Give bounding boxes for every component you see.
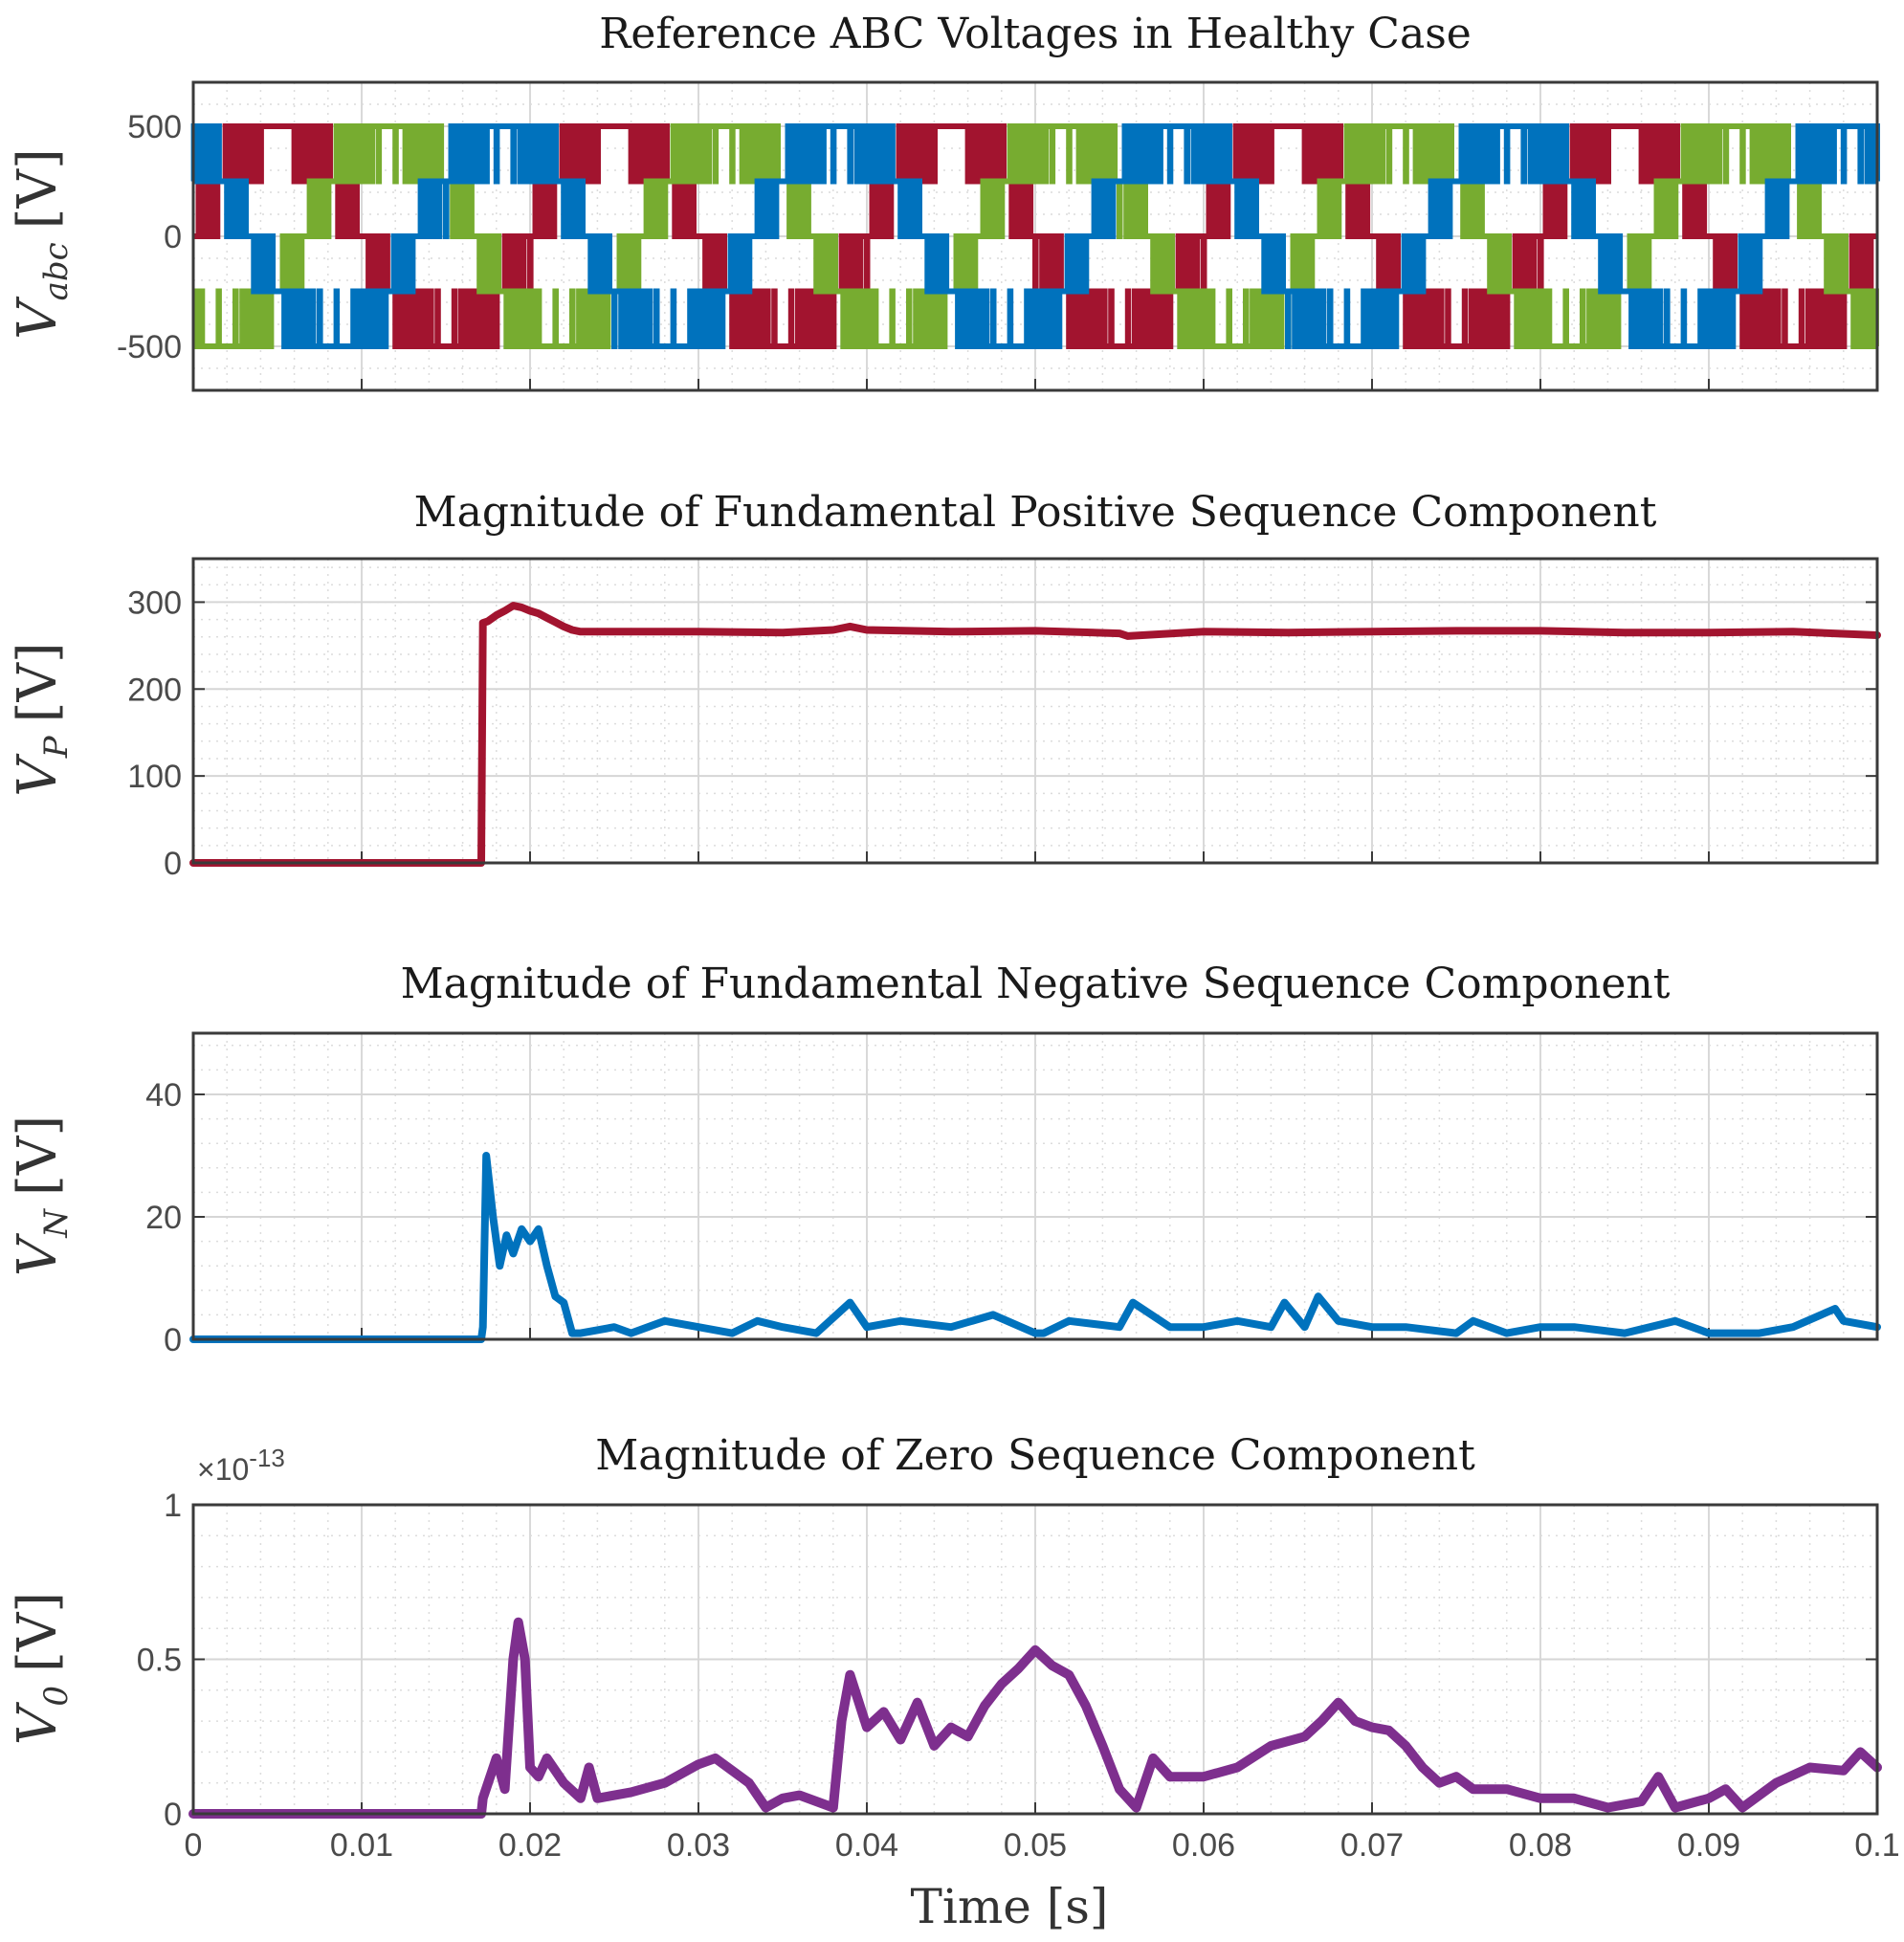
x-tick-label: 0.09: [1677, 1827, 1740, 1864]
y-tick-label: 500: [127, 109, 182, 145]
x-tick-label: 0.1: [1854, 1827, 1899, 1864]
y-tick-labels: 0 100 200 300: [127, 585, 182, 882]
series-layer: [189, 602, 1881, 867]
panel-title: Reference ABC Voltages in Healthy Case: [599, 10, 1472, 58]
panel-title: Magnitude of Fundamental Positive Sequen…: [414, 488, 1657, 537]
y-tick-label: 1: [164, 1488, 182, 1524]
y-tick-labels: 00.51: [137, 1488, 182, 1833]
y-tick-label: 40: [145, 1077, 182, 1114]
y-tick-label: 0: [164, 846, 182, 882]
x-tick-label: 0.04: [835, 1827, 898, 1864]
series-layer: [188, 1617, 1882, 1819]
y-tick-label: 300: [127, 585, 182, 621]
grid: [192, 1033, 1878, 1340]
axes-frame: [191, 557, 1879, 865]
y-tick-label: 0: [164, 1797, 182, 1833]
y-axis-label: VN[V]: [7, 1115, 76, 1276]
panel-abc-voltages: Reference ABC Voltages in Healthy Case -…: [7, 10, 1880, 392]
x-tick-label: 0.05: [1004, 1827, 1067, 1864]
series-layer: [190, 123, 1880, 349]
panel-title: Magnitude of Fundamental Negative Sequen…: [401, 960, 1671, 1008]
y-axis-label: V0[V]: [7, 1592, 76, 1745]
y-tick-labels: -500 0 500: [117, 109, 182, 365]
x-tick-labels: 0 0.01 0.02 0.03 0.04 0.05 0.06 0.07 0.08 0.09 0.1: [185, 1827, 1900, 1864]
x-axis-label: Time [s]: [911, 1879, 1109, 1934]
series-phase-c: [190, 123, 1880, 349]
y-axis-label: Vabc[V]: [7, 148, 76, 340]
axes-frame: [191, 1503, 1879, 1816]
series-v-n: [189, 1152, 1881, 1343]
y-axis-label: VP[V]: [7, 642, 76, 796]
panel-zero-sequence: Magnitude of Zero Sequence Component ×10…: [7, 1431, 1900, 1864]
x-tick-label: 0.07: [1340, 1827, 1404, 1864]
panel-title: Magnitude of Zero Sequence Component: [595, 1431, 1475, 1480]
y-tick-label: 100: [127, 759, 182, 795]
panel-negative-sequence: Magnitude of Fundamental Negative Sequen…: [7, 960, 1881, 1358]
series-layer: [189, 1152, 1881, 1343]
axes-frame: [191, 1031, 1879, 1341]
y-tick-label: 200: [127, 672, 182, 708]
y-tick-label: 0: [164, 1322, 182, 1358]
y-tick-label: 0.5: [137, 1643, 182, 1679]
axes-frame: [191, 80, 1879, 392]
x-tick-label: 0.06: [1172, 1827, 1235, 1864]
x-tick-label: 0: [185, 1827, 203, 1864]
y-tick-label: -500: [117, 329, 182, 365]
grid: [192, 559, 1878, 864]
y-tick-label: 20: [145, 1200, 182, 1236]
y-exponent-label: ×10-13: [197, 1444, 285, 1487]
x-tick-label: 0.03: [667, 1827, 730, 1864]
x-tick-label: 0.01: [330, 1827, 393, 1864]
panel-positive-sequence: Magnitude of Fundamental Positive Sequen…: [7, 488, 1881, 882]
y-tick-labels: 0 20 40: [145, 1077, 182, 1358]
y-tick-label: 0: [164, 219, 182, 255]
grid: [192, 1504, 1878, 1815]
series-v-p: [189, 602, 1881, 867]
series-v-0: [188, 1617, 1882, 1819]
x-tick-label: 0.08: [1509, 1827, 1572, 1864]
x-tick-label: 0.02: [498, 1827, 562, 1864]
